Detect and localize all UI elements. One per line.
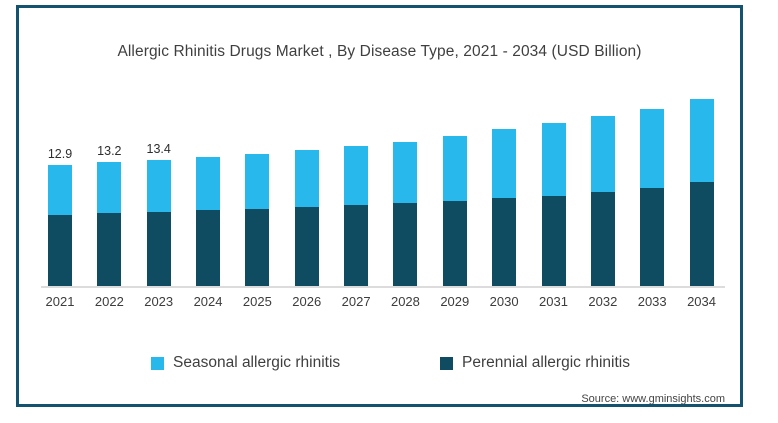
bar-segment-seasonal [492, 129, 517, 198]
bar-segment-seasonal [245, 153, 270, 210]
x-axis-tick-label: 2023 [144, 294, 174, 309]
x-axis-tick-label: 2026 [292, 294, 322, 309]
bar-segment-seasonal [689, 99, 714, 182]
bar-segment-perennial [48, 214, 72, 286]
bar-2033: 2033 [638, 108, 667, 309]
bar-segment-seasonal [294, 150, 319, 208]
bar-segment-seasonal [48, 165, 72, 215]
x-axis-tick-label: 2031 [539, 294, 568, 309]
bar-segment-perennial [344, 205, 369, 286]
bar-segment-seasonal [344, 146, 369, 206]
bar-segment-seasonal [442, 135, 467, 201]
bar-segment-perennial [294, 207, 319, 286]
bar-segment-perennial [97, 212, 122, 286]
bar-segment-perennial [245, 209, 270, 286]
x-axis-tick-label: 2030 [489, 294, 519, 309]
bar-2031: 2031 [539, 122, 568, 309]
x-axis-line [41, 286, 725, 288]
bar-value-label: 12.9 [47, 147, 73, 161]
bar-segment-perennial [541, 195, 566, 286]
x-axis-tick-label: 2028 [390, 294, 420, 309]
legend-item-perennial: Perennial allergic rhinitis [440, 354, 630, 372]
bar-segment-seasonal [640, 108, 665, 188]
bar-2028: 2028 [391, 141, 420, 309]
x-axis-tick-label: 2022 [94, 294, 124, 309]
bar-2024: 2024 [194, 156, 223, 309]
bar-segment-perennial [393, 203, 418, 286]
bar-segment-seasonal [590, 116, 615, 193]
bar-segment-perennial [196, 210, 221, 286]
x-axis-tick-label: 2025 [242, 294, 272, 309]
legend-label-seasonal: Seasonal allergic rhinitis [173, 354, 341, 371]
bar-segment-perennial [492, 197, 517, 286]
bar-2029: 2029 [440, 135, 469, 309]
bar-segment-seasonal [196, 156, 221, 211]
legend-swatch-perennial-icon [440, 356, 453, 370]
bar-segment-seasonal [146, 160, 171, 212]
stacked-bar-chart: 12.9 2021 13.2 2022 13.4 2023 2024 2025 2026 2027… [43, 8, 729, 309]
chart-card: Allergic Rhinitis Drugs Market , By Dise… [16, 5, 743, 407]
legend-item-seasonal: Seasonal allergic rhinitis [151, 354, 340, 372]
bar-segment-perennial [590, 192, 615, 286]
bar-2026: 2026 [292, 150, 321, 309]
bar-2022: 13.2 2022 [95, 144, 124, 309]
x-axis-tick-label: 2029 [440, 294, 470, 309]
x-axis-tick-label: 2032 [588, 294, 618, 309]
bar-segment-perennial [689, 181, 714, 286]
bar-segment-perennial [442, 200, 467, 286]
bar-2025: 2025 [243, 153, 272, 309]
x-axis-tick-label: 2033 [637, 294, 667, 309]
bar-segment-seasonal [97, 162, 122, 213]
legend-label-perennial: Perennial allergic rhinitis [462, 354, 630, 371]
x-axis-tick-label: 2034 [687, 294, 716, 309]
bar-segment-seasonal [541, 122, 566, 196]
x-axis-tick-label: 2024 [193, 294, 223, 309]
chart-title: Allergic Rhinitis Drugs Market , By Dise… [117, 43, 642, 60]
bar-segment-seasonal [393, 141, 418, 204]
bar-value-label: 13.4 [146, 142, 171, 157]
bar-segment-perennial [640, 187, 665, 286]
bar-segment-perennial [146, 211, 171, 286]
bar-2027: 2027 [342, 146, 371, 309]
x-axis-tick-label: 2021 [45, 294, 75, 309]
bar-2021: 12.9 2021 [46, 147, 75, 309]
x-axis-tick-label: 2027 [341, 294, 371, 309]
legend-swatch-seasonal-icon [151, 356, 164, 370]
bar-2023: 13.4 2023 [144, 142, 173, 309]
bar-2034: 2034 [687, 99, 716, 309]
bar-value-label: 13.2 [97, 144, 122, 159]
bar-2030: 2030 [490, 129, 519, 309]
source-text: Source: www.gminsights.com [581, 393, 725, 405]
bar-2032: 2032 [588, 116, 617, 309]
